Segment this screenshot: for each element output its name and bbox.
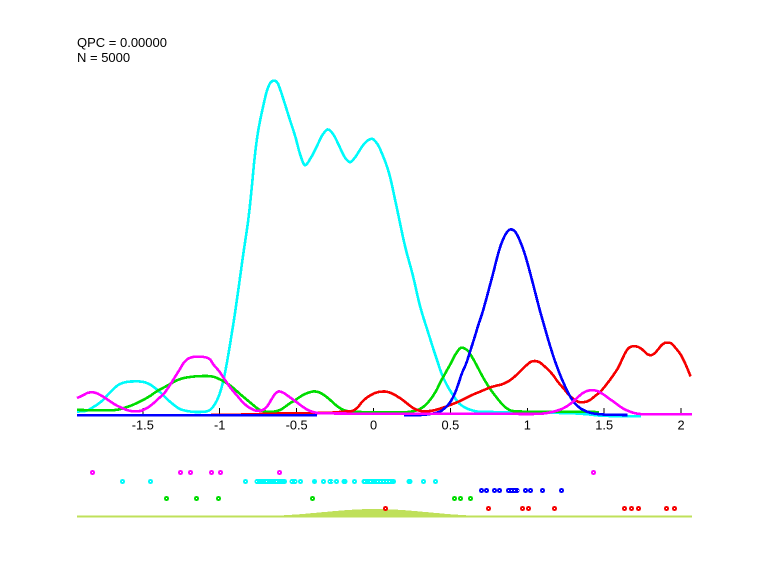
svg-text:QPC = 0.00000: QPC = 0.00000	[77, 35, 167, 50]
svg-text:-1: -1	[214, 418, 225, 433]
svg-text:0: 0	[370, 418, 377, 433]
svg-text:-0.5: -0.5	[286, 418, 308, 433]
svg-text:0.5: 0.5	[442, 418, 460, 433]
svg-text:N = 5000: N = 5000	[77, 50, 130, 65]
svg-text:1: 1	[524, 418, 531, 433]
svg-text:1.5: 1.5	[595, 418, 613, 433]
svg-text:-1.5: -1.5	[132, 418, 154, 433]
svg-text:2: 2	[678, 418, 685, 433]
